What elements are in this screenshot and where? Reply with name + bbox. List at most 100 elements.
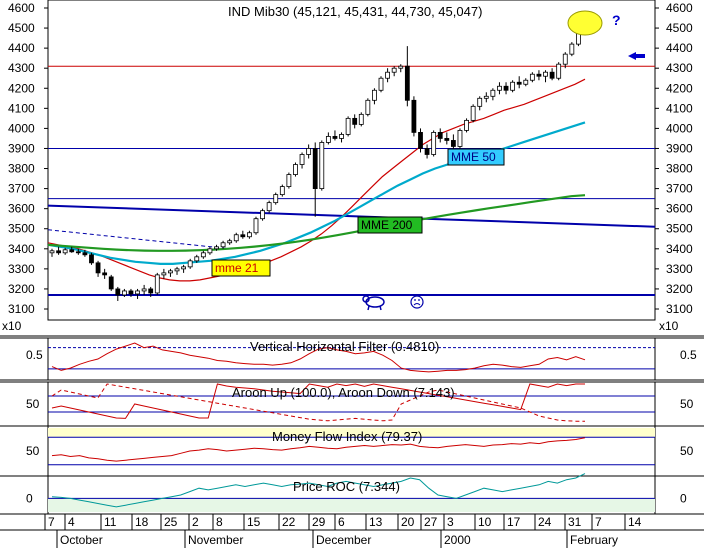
candle-body bbox=[121, 290, 127, 296]
x-day-label: 7 bbox=[48, 515, 55, 529]
y-tick-label: 3200 bbox=[8, 282, 35, 296]
y-tick-label: 4300 bbox=[666, 61, 693, 75]
candle-body bbox=[483, 95, 489, 99]
candle-body bbox=[339, 134, 344, 139]
x-day-label: 2 bbox=[192, 515, 199, 529]
candle-body bbox=[82, 252, 88, 256]
x-day-label: 8 bbox=[216, 515, 223, 529]
ma-label-box bbox=[211, 259, 271, 277]
candle-body bbox=[391, 67, 397, 73]
y-tick-label: 3800 bbox=[8, 162, 35, 176]
horizontal-levels bbox=[48, 65, 655, 296]
candle-body bbox=[108, 276, 114, 290]
candle-body bbox=[325, 136, 331, 143]
x-day-label: 15 bbox=[247, 515, 261, 529]
candle-body bbox=[161, 272, 167, 276]
candle-body bbox=[464, 119, 469, 131]
candle-body bbox=[516, 81, 522, 85]
x-day-label: 3 bbox=[447, 515, 454, 529]
y-scale-label-right: x10 bbox=[659, 319, 679, 333]
mfi-panel: 50 50 bbox=[26, 428, 694, 466]
panel-frames bbox=[0, 0, 704, 531]
candle-body bbox=[240, 234, 246, 238]
y-tick-label: 50 bbox=[26, 397, 40, 411]
candle-body bbox=[187, 260, 193, 268]
candle-body bbox=[220, 242, 226, 248]
candle-body bbox=[214, 246, 219, 250]
roc-title: Price ROC (7.344) bbox=[293, 479, 400, 494]
candle-body bbox=[536, 73, 542, 77]
y-tick-label: 4200 bbox=[666, 81, 693, 95]
mfi-title: Money Flow Index (79.37) bbox=[272, 429, 422, 444]
highlight-ellipse bbox=[567, 10, 603, 36]
y-tick-label: 0.5 bbox=[26, 348, 43, 362]
candle-body bbox=[102, 272, 108, 276]
y-tick-label: 3900 bbox=[8, 141, 35, 155]
y-tick-label: 3300 bbox=[666, 262, 693, 276]
candle-body bbox=[450, 140, 456, 147]
indicator-line bbox=[51, 342, 586, 373]
candle-body bbox=[56, 250, 61, 254]
y-scale-label-left: x10 bbox=[2, 319, 22, 333]
vhf-title: Vertical Horizontal Filter (0.4810) bbox=[250, 339, 439, 354]
candle-body bbox=[128, 290, 134, 295]
arrow-left-icon bbox=[628, 52, 645, 60]
y-tick-label: 0.5 bbox=[680, 348, 697, 362]
candle-body bbox=[266, 202, 272, 212]
candle-body bbox=[358, 113, 364, 125]
candle-body bbox=[260, 210, 265, 220]
x-month-label: 2000 bbox=[444, 533, 471, 547]
candle-body bbox=[497, 85, 502, 91]
indicator-line bbox=[51, 383, 585, 419]
candle-body bbox=[181, 266, 187, 270]
x-axis: 7 4 11 18 25 2 8 15 22 29 6 13 20 27 3 10 17 24 31 7 14Octob… bbox=[44, 514, 642, 548]
candle-body bbox=[279, 186, 285, 196]
y-tick-label: 4500 bbox=[8, 21, 35, 35]
candle-body bbox=[253, 218, 259, 234]
y-tick-label: 3500 bbox=[666, 222, 693, 236]
y-tick-label: 3600 bbox=[666, 202, 693, 216]
indicator-line bbox=[51, 383, 585, 422]
candle-body bbox=[332, 136, 338, 139]
x-day-label: 22 bbox=[282, 515, 296, 529]
x-day-label: 11 bbox=[104, 515, 117, 529]
candle-body bbox=[154, 274, 160, 294]
x-day-label: 27 bbox=[424, 515, 438, 529]
x-month-label: October bbox=[60, 533, 103, 547]
candle-body bbox=[312, 148, 318, 189]
y-axis-left: 3100 3200 3300 3400 3500 3600 3700 3800 3900 4000… bbox=[8, 1, 48, 316]
chart-title: IND Mib30 (45,121, 45,431, 44,730, 45,04… bbox=[228, 4, 482, 19]
candle-body bbox=[69, 249, 75, 253]
candle-body bbox=[437, 132, 443, 139]
x-day-label: 29 bbox=[312, 515, 326, 529]
y-tick-label: 3900 bbox=[666, 141, 693, 155]
candle-body bbox=[200, 252, 206, 258]
y-tick-label: 3600 bbox=[8, 202, 35, 216]
ma-label-text: mme 21 bbox=[215, 261, 259, 275]
candle-body bbox=[319, 142, 325, 190]
candle-body bbox=[543, 71, 548, 77]
y-tick-label: 4200 bbox=[8, 81, 35, 95]
y-tick-label: 3400 bbox=[8, 242, 35, 256]
candle-body bbox=[569, 43, 575, 55]
candle-body bbox=[365, 99, 371, 115]
y-tick-label: 0 bbox=[26, 491, 33, 505]
dashed-trend-line bbox=[47, 229, 231, 250]
candle-body bbox=[247, 232, 252, 238]
y-tick-label: 3400 bbox=[666, 242, 693, 256]
y-tick-label: 3200 bbox=[666, 282, 693, 296]
question-mark-annotation: ? bbox=[612, 12, 621, 28]
candle-body bbox=[168, 270, 173, 274]
candle-body bbox=[418, 132, 423, 149]
x-day-label: 18 bbox=[135, 515, 149, 529]
candle-body bbox=[378, 77, 384, 91]
y-tick-label: 4600 bbox=[666, 1, 693, 15]
trend-line bbox=[47, 204, 656, 228]
y-tick-label: 4300 bbox=[8, 61, 35, 75]
candle-body bbox=[233, 234, 239, 242]
x-day-label: 7 bbox=[595, 515, 602, 529]
y-tick-label: 4400 bbox=[666, 41, 693, 55]
x-day-label: 20 bbox=[401, 515, 415, 529]
candle-body bbox=[345, 117, 351, 135]
x-day-label: 17 bbox=[507, 515, 521, 529]
